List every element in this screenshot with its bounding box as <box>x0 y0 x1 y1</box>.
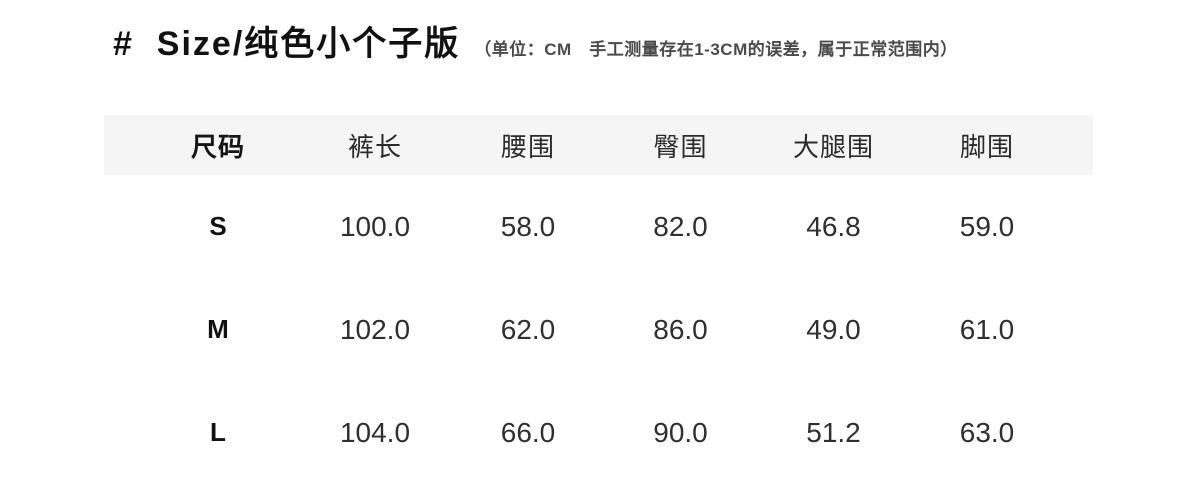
cell-pants-length: 104.0 <box>339 416 411 448</box>
size-table: 尺码 裤长 腰围 臀围 大腿围 脚围 S 100.0 58.0 82.0 46.… <box>104 115 1093 484</box>
cell-hip: 90.0 <box>653 416 708 448</box>
page-title: # Size/纯色小个子版 <box>113 25 461 63</box>
cell-leg-opening: 61.0 <box>959 313 1015 345</box>
cell-waist: 58.0 <box>500 210 556 242</box>
table-row-s: S 100.0 58.0 82.0 46.8 59.0 <box>104 175 1093 278</box>
cell-hip: 82.0 <box>653 210 708 242</box>
column-header-hip: 臀围 <box>653 131 708 162</box>
cell-pants-length: 100.0 <box>339 210 411 242</box>
column-header-size: 尺码 <box>190 131 245 162</box>
cell-thigh: 49.0 <box>806 313 861 345</box>
table-row-l: L 104.0 66.0 90.0 51.2 63.0 <box>104 381 1093 484</box>
cell-thigh: 46.8 <box>806 210 861 242</box>
column-header-leg-opening: 脚围 <box>959 131 1014 162</box>
cell-thigh: 51.2 <box>806 416 861 448</box>
size-label: L <box>210 417 226 447</box>
size-table-header-row: 尺码 裤长 腰围 臀围 大腿围 脚围 <box>104 115 1093 175</box>
cell-waist: 62.0 <box>500 313 556 345</box>
cell-leg-opening: 63.0 <box>959 416 1015 448</box>
page-header: # Size/纯色小个子版 （单位：CM 手工测量存在1-3CM的误差，属于正常… <box>113 25 958 63</box>
column-header-waist: 腰围 <box>500 131 555 162</box>
cell-hip: 86.0 <box>653 313 708 345</box>
cell-pants-length: 102.0 <box>339 313 411 345</box>
size-label: M <box>207 314 229 344</box>
column-header-pants-length: 裤长 <box>347 131 402 162</box>
table-row-m: M 102.0 62.0 86.0 49.0 61.0 <box>104 278 1093 381</box>
cell-waist: 66.0 <box>500 416 556 448</box>
column-header-thigh: 大腿围 <box>792 131 874 162</box>
cell-leg-opening: 59.0 <box>959 210 1015 242</box>
unit-note: （单位：CM 手工测量存在1-3CM的误差，属于正常范围内） <box>474 40 958 59</box>
size-label: S <box>209 211 227 241</box>
